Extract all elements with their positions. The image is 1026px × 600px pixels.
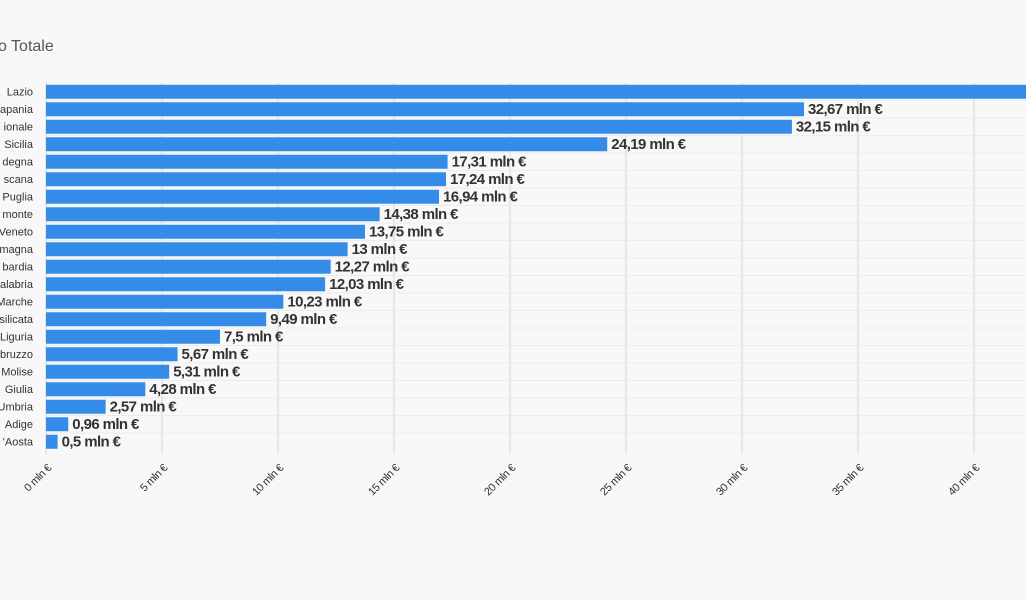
bar — [46, 347, 178, 362]
y-tick-label: bruzzo — [0, 349, 33, 361]
bar — [46, 399, 106, 414]
x-tick-label: 25 mln € — [598, 462, 634, 498]
value-label: 12,27 mln € — [335, 259, 411, 276]
x-tick-label: 5 mln € — [138, 462, 170, 494]
value-label: 13 mln € — [352, 241, 408, 258]
bar — [46, 259, 331, 274]
value-label: 16,94 mln € — [443, 189, 519, 206]
value-label: 13,75 mln € — [369, 224, 445, 241]
bar — [46, 294, 284, 309]
value-label: 10,23 mln € — [287, 294, 363, 311]
value-label: 0,96 mln € — [72, 416, 140, 433]
x-tick-label: 20 mln € — [482, 462, 518, 498]
value-label: 14,38 mln € — [384, 206, 460, 223]
y-tick-label: bardia — [2, 262, 33, 274]
y-tick-label: ionale — [4, 122, 33, 134]
value-label: 5,31 mln € — [173, 364, 241, 381]
value-label: 2,57 mln € — [110, 399, 178, 416]
y-tick-label: Liguria — [0, 332, 34, 344]
y-tick-label: Lazio — [7, 87, 33, 99]
value-label: 32,67 mln € — [808, 101, 884, 118]
y-tick-label: degna — [2, 157, 33, 169]
value-label: 17,24 mln € — [450, 171, 526, 188]
y-tick-label: 'Aosta — [3, 437, 34, 449]
bar — [46, 382, 146, 397]
bar — [46, 102, 804, 117]
value-label: 7,5 mln € — [224, 329, 284, 346]
x-tick-label: 0 mln € — [22, 462, 54, 494]
bar — [46, 224, 366, 239]
bar — [46, 364, 170, 379]
bar — [46, 154, 448, 169]
bar — [46, 172, 446, 187]
y-tick-label: Puglia — [2, 192, 33, 204]
value-label: 17,31 mln € — [452, 154, 528, 171]
bar — [46, 417, 69, 432]
y-tick-label: silicata — [0, 314, 34, 326]
y-tick-label: Marche — [0, 297, 33, 309]
y-tick-label: monte — [2, 209, 33, 221]
value-label: 5,67 mln € — [182, 346, 250, 363]
bar — [46, 207, 380, 222]
y-tick-label: Umbria — [0, 402, 34, 414]
value-label: 24,19 mln € — [611, 136, 687, 153]
bar — [46, 277, 326, 292]
value-label: 9,49 mln € — [270, 311, 338, 328]
y-tick-label: Sicilia — [4, 139, 34, 151]
value-label: 0,5 mln € — [62, 434, 122, 451]
y-tick-label: Giulia — [5, 384, 34, 396]
bar — [46, 242, 348, 257]
x-tick-label: 10 mln € — [250, 462, 286, 498]
bar — [46, 84, 1026, 99]
bar — [46, 329, 221, 344]
x-tick-label: 35 mln € — [830, 462, 866, 498]
value-label: 4,28 mln € — [149, 381, 217, 398]
bar — [46, 137, 608, 152]
bar — [46, 434, 58, 449]
chart-title: o Totale — [0, 38, 54, 55]
x-tick-label: 40 mln € — [946, 462, 982, 498]
y-tick-label: Veneto — [0, 227, 33, 239]
x-tick-label: 30 mln € — [714, 462, 750, 498]
y-tick-label: scana — [4, 174, 34, 186]
y-tick-label: Molise — [1, 367, 33, 379]
bar — [46, 119, 792, 134]
value-label: 32,15 mln € — [796, 119, 872, 136]
x-tick-label: 15 mln € — [366, 462, 402, 498]
y-tick-label: Adige — [5, 419, 33, 431]
y-tick-label: magna — [0, 244, 34, 256]
y-tick-label: apania — [0, 104, 34, 116]
value-label: 12,03 mln € — [329, 276, 405, 293]
bar — [46, 312, 267, 327]
bar — [46, 189, 440, 204]
y-tick-label: alabria — [0, 279, 34, 291]
